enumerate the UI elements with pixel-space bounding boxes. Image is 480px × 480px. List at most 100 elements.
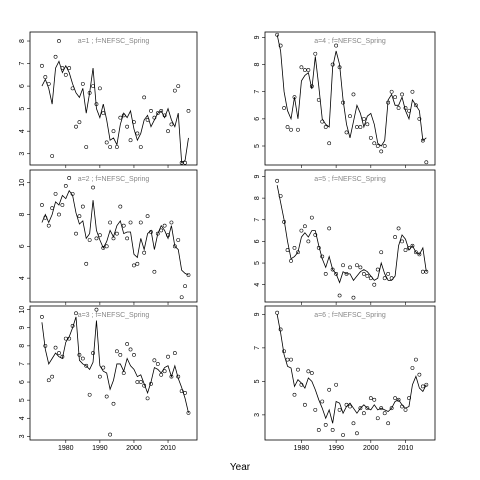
x-tick-label: 1980 [294,445,310,452]
data-point [104,394,109,399]
data-point [337,293,342,298]
data-point [142,95,147,100]
y-tick-label: 7 [254,90,261,94]
data-point [292,392,297,397]
data-point [84,261,89,266]
data-point [108,220,112,225]
data-point [382,144,387,148]
data-point [372,282,377,287]
data-point [80,81,85,86]
data-point [128,220,133,225]
data-point [289,258,293,263]
data-point [179,295,184,300]
data-point [320,399,325,404]
data-point [80,204,85,209]
data-point [348,404,352,409]
data-point [389,89,394,94]
data-point [382,411,387,416]
data-point [323,271,328,276]
data-point [275,310,280,315]
data-point [309,371,314,375]
data-point [135,380,140,384]
data-point [87,392,92,397]
data-point [278,43,283,48]
data-point [84,363,89,368]
panel-title: a=4 ; f=NEFSC_Spring [314,38,386,45]
data-point [46,223,51,228]
data-point [155,111,160,116]
panel-title: a=1 ; f=NEFSC_Spring [78,38,150,45]
data-point [275,178,280,183]
y-tick-label: 7 [254,218,261,222]
data-point [368,135,373,140]
data-point [327,226,332,231]
data-point [355,125,359,129]
x-tick-label: 1980 [58,445,74,452]
y-tick-label: 4 [19,416,26,420]
data-point [417,252,422,257]
data-point [400,92,404,97]
data-point [118,115,123,120]
data-point [330,267,335,272]
panel-frame [29,31,198,166]
fit-line [276,185,427,284]
fit-line [41,189,189,276]
data-point [125,342,130,346]
data-point [57,351,61,355]
data-point [186,108,191,113]
panel-title: a=6 ; f=NEFSC_Spring [314,312,386,319]
data-point [128,347,133,352]
data-point [40,203,44,207]
data-point [152,358,157,363]
y-tick-label: 5 [254,379,261,383]
data-point [365,274,370,278]
x-tick-label: 1990 [328,445,344,452]
data-point [365,406,370,411]
data-point [403,407,408,412]
data-point [159,228,164,233]
data-point [135,131,140,136]
data-point [115,145,119,149]
data-point [372,141,377,146]
data-point [149,108,153,113]
y-tick-label: 7 [19,62,26,66]
y-tick-label: 3 [254,413,261,417]
y-tick-label: 5 [254,261,261,265]
data-point [296,127,300,132]
data-point [111,401,116,406]
y-tick-label: 6 [19,84,26,88]
data-point [176,238,181,242]
data-point [313,407,318,412]
data-point [53,345,58,350]
data-point [179,389,184,394]
data-point [111,129,116,134]
panel-frame [264,169,436,303]
data-point [299,65,304,70]
data-point [420,269,425,274]
fit-line [276,314,427,424]
data-point [155,362,160,366]
data-point [132,352,136,357]
data-point [91,185,95,190]
y-tick-label: 6 [254,239,261,243]
data-point [125,124,130,129]
data-point [87,238,92,242]
y-tick-label: 3 [19,434,26,438]
data-point [118,352,123,357]
data-point [289,357,293,362]
data-point [334,382,339,387]
data-point [358,406,363,411]
fit-line [276,34,427,147]
y-tick-label: 7 [254,346,261,350]
data-point [403,248,408,252]
data-point [372,397,377,402]
data-point [282,106,286,110]
data-point [417,372,422,377]
data-point [414,357,418,362]
panel-frame [264,31,436,166]
y-tick-label: 4 [254,283,261,287]
y-tick-label: 9 [254,35,261,39]
x-tick-label: 2000 [126,445,142,452]
data-point [101,111,106,116]
data-point [101,365,106,370]
